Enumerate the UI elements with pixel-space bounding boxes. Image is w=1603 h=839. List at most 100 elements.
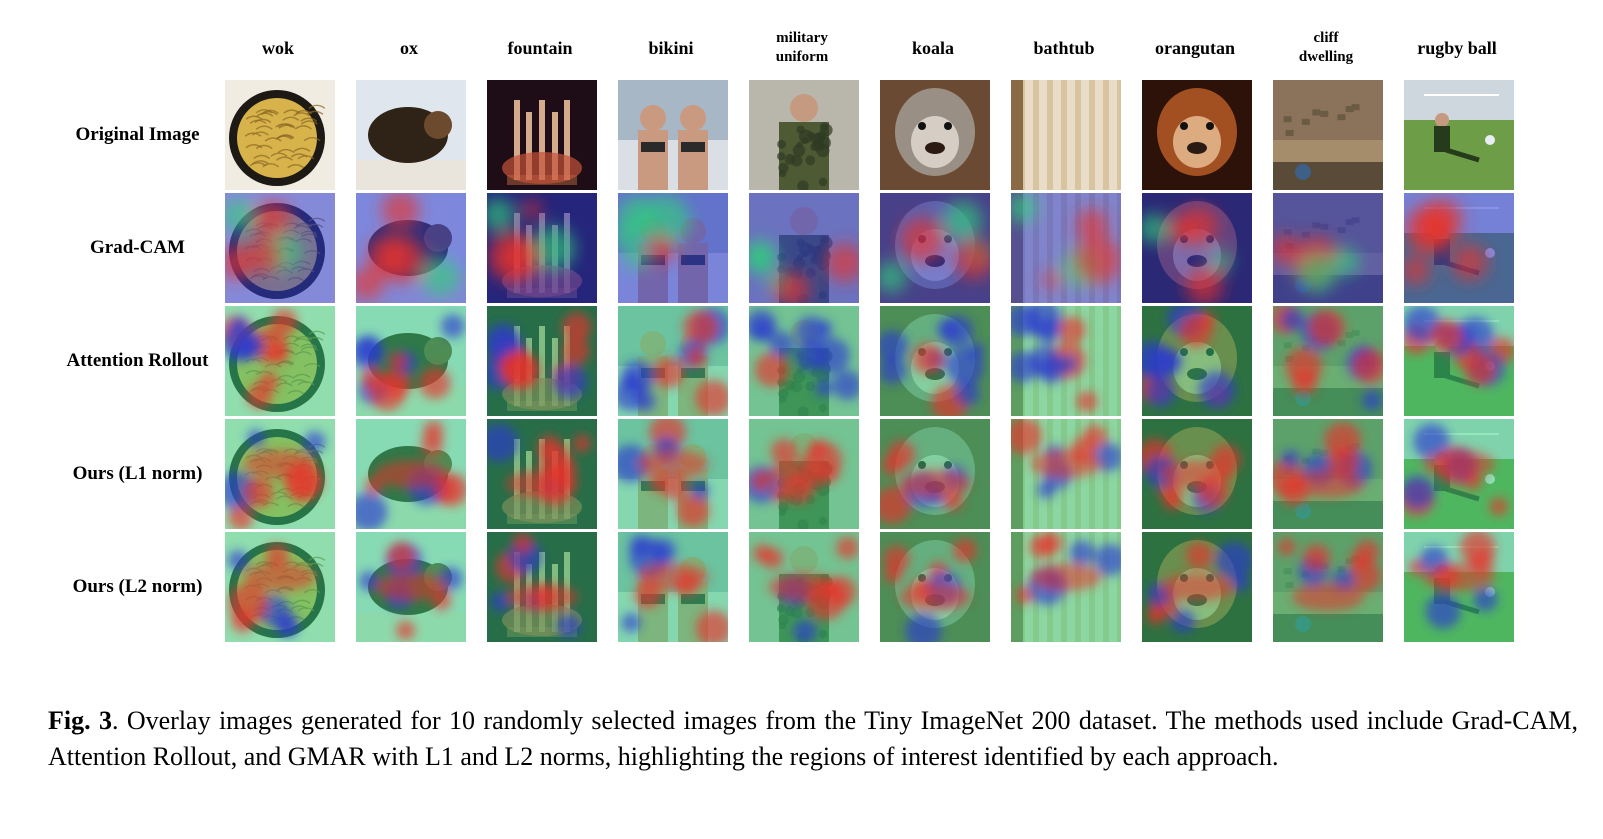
thumbnail-original-3: [618, 80, 728, 190]
column-label-line1: rugby ball: [1417, 38, 1497, 58]
thumbnail-original-1: [356, 80, 466, 190]
thumbnail-ours_l1-0: [225, 419, 335, 529]
thumbnail-ours_l2-7: [1142, 532, 1252, 642]
thumbnail-ours_l1-6: [1011, 419, 1121, 529]
column-label-line1: ox: [400, 38, 418, 58]
thumbnail-original-6: [1011, 80, 1121, 190]
thumbnail-ours_l2-9: [1404, 532, 1514, 642]
thumbnail-image: [487, 306, 597, 416]
thumbnail-ours_l2-1: [356, 532, 466, 642]
thumbnail-image: [356, 306, 466, 416]
figure-caption: Fig. 3. Overlay images generated for 10 …: [48, 703, 1578, 775]
column-label-line2: uniform: [775, 49, 829, 65]
thumbnail-rollout-7: [1142, 306, 1252, 416]
thumbnail-image: [618, 80, 728, 190]
column-label-line1: wok: [261, 38, 294, 58]
thumbnail-gradcam-8: [1273, 193, 1383, 303]
thumbnail-image: [749, 419, 859, 529]
column-label-8: cliff dwelling: [1271, 29, 1381, 67]
column-label-0: wok: [223, 38, 333, 58]
thumbnail-ours_l2-4: [749, 532, 859, 642]
thumbnail-ours_l2-0: [225, 532, 335, 642]
thumbnail-gradcam-6: [1011, 193, 1121, 303]
thumbnail-ours_l2-5: [880, 532, 990, 642]
thumbnail-rollout-0: [225, 306, 335, 416]
row-label-ours_l2: Ours (L2 norm): [72, 576, 203, 597]
column-label-line1: koala: [911, 38, 954, 58]
thumbnail-image: [356, 532, 466, 642]
thumbnail-image: [225, 80, 335, 190]
thumbnail-ours_l1-5: [880, 419, 990, 529]
thumbnail-image: [225, 306, 335, 416]
figure-number: Fig. 3: [48, 706, 112, 735]
thumbnail-image: [618, 193, 728, 303]
thumbnail-image: [880, 419, 990, 529]
thumbnail-ours_l2-8: [1273, 532, 1383, 642]
thumbnail-image: [1142, 306, 1252, 416]
thumbnail-image: [1273, 193, 1383, 303]
thumbnail-image: [1142, 532, 1252, 642]
thumbnail-image: [487, 419, 597, 529]
row-label-rollout: Attention Rollout: [66, 350, 209, 371]
thumbnail-image: [749, 306, 859, 416]
thumbnail-image: [1011, 532, 1121, 642]
column-label-line1: bathtub: [1033, 38, 1095, 58]
thumbnail-image: [1011, 419, 1121, 529]
thumbnail-image: [356, 80, 466, 190]
thumbnail-image: [1011, 306, 1121, 416]
thumbnail-rollout-3: [618, 306, 728, 416]
thumbnail-image: [618, 306, 728, 416]
thumbnail-rollout-1: [356, 306, 466, 416]
thumbnail-image: [356, 419, 466, 529]
thumbnail-ours_l1-8: [1273, 419, 1383, 529]
thumbnail-gradcam-3: [618, 193, 728, 303]
thumbnail-image: [749, 80, 859, 190]
column-label-7: orangutan: [1140, 38, 1250, 58]
thumbnail-image: [618, 419, 728, 529]
thumbnail-image: [1273, 532, 1383, 642]
thumbnail-image: [487, 193, 597, 303]
thumbnail-image: [487, 80, 597, 190]
thumbnail-ours_l1-9: [1404, 419, 1514, 529]
thumbnail-rollout-8: [1273, 306, 1383, 416]
thumbnail-original-4: [749, 80, 859, 190]
thumbnail-original-2: [487, 80, 597, 190]
thumbnail-ours_l1-1: [356, 419, 466, 529]
thumbnail-image: [225, 532, 335, 642]
thumbnail-image: [1273, 80, 1383, 190]
thumbnail-gradcam-0: [225, 193, 335, 303]
thumbnail-gradcam-1: [356, 193, 466, 303]
thumbnail-image: [880, 306, 990, 416]
thumbnail-image: [618, 532, 728, 642]
thumbnail-gradcam-7: [1142, 193, 1252, 303]
column-label-line2: dwelling: [1298, 49, 1354, 65]
column-label-9: rugby ball: [1402, 38, 1512, 58]
thumbnail-rollout-6: [1011, 306, 1121, 416]
thumbnail-ours_l2-2: [487, 532, 597, 642]
column-label-line1: orangutan: [1154, 38, 1235, 58]
thumbnail-rollout-9: [1404, 306, 1514, 416]
caption-text: . Overlay images generated for 10 random…: [48, 706, 1579, 771]
row-label-ours_l1: Ours (L1 norm): [72, 463, 203, 484]
thumbnail-ours_l1-7: [1142, 419, 1252, 529]
thumbnail-image: [1404, 193, 1514, 303]
thumbnail-image: [1011, 193, 1121, 303]
thumbnail-image: [225, 193, 335, 303]
thumbnail-original-8: [1273, 80, 1383, 190]
thumbnail-image: [880, 80, 990, 190]
column-label-4: military uniform: [747, 29, 857, 67]
thumbnail-ours_l1-2: [487, 419, 597, 529]
thumbnail-image: [487, 532, 597, 642]
column-label-2: fountain: [485, 38, 595, 58]
column-label-5: koala: [878, 38, 988, 58]
column-label-3: bikini: [616, 38, 726, 58]
thumbnail-image: [1273, 306, 1383, 416]
thumbnail-image: [225, 419, 335, 529]
thumbnail-image: [1142, 80, 1252, 190]
thumbnail-rollout-2: [487, 306, 597, 416]
thumbnail-original-9: [1404, 80, 1514, 190]
row-label-gradcam: Grad-CAM: [90, 237, 185, 258]
thumbnail-image: [749, 532, 859, 642]
thumbnail-ours_l2-6: [1011, 532, 1121, 642]
thumbnail-image: [1011, 80, 1121, 190]
